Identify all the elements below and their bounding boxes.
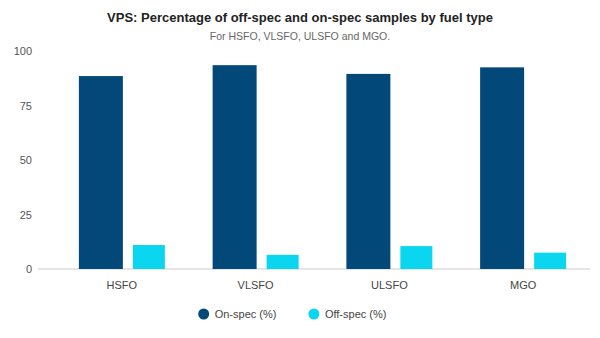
bar [400,246,432,269]
legend-swatch [308,309,319,320]
chart-container: VPS: Percentage of off-spec and on-spec … [0,0,600,338]
subtitle: For HSFO, VLSFO, ULSFO and MGO. [210,30,390,42]
y-tick-label: 100 [14,45,32,57]
legend: On-spec (%) Off-spec (%) [198,308,386,320]
bar [267,255,299,269]
y-tick-label: 75 [20,100,32,112]
legend-swatch [198,309,209,320]
legend-label: Off-spec (%) [325,308,387,320]
x-tick-label: VLSFO [238,279,275,291]
x-tick-label: MGO [510,279,537,291]
bar [213,65,257,269]
title: VPS: Percentage of off-spec and on-spec … [107,10,493,25]
bar [133,245,165,269]
legend-label: On-spec (%) [215,308,277,320]
chart-svg: VPS: Percentage of off-spec and on-spec … [0,0,600,338]
tick-mark [51,105,54,106]
bars [79,65,566,269]
bar [480,67,524,269]
y-tick-label: 50 [20,154,32,166]
bar [79,76,123,269]
bar [534,253,566,269]
x-tick-label: ULSFO [371,279,408,291]
y-tick-label: 0 [26,263,32,275]
tick-mark [51,160,54,161]
x-tick-label: HSFO [107,279,138,291]
y-tick-label: 25 [20,209,32,221]
tick-mark [51,51,54,52]
bar [346,74,390,269]
tick-mark [51,214,54,215]
